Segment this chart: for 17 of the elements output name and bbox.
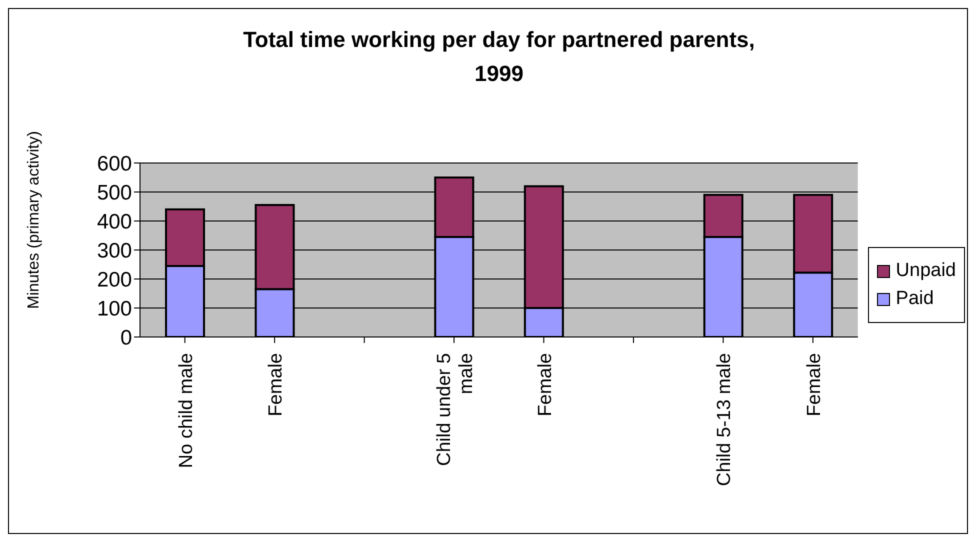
chart-title: Total time working per day for partnered parents, 1999	[242, 26, 756, 88]
x-tick-label: Female	[266, 353, 287, 416]
legend-label: Paid	[896, 288, 934, 310]
y-tick-label: 400	[96, 210, 132, 234]
y-tick-label: 100	[96, 297, 132, 320]
y-tick-label: 500	[96, 181, 132, 204]
x-tick-label: Child under 5 male	[434, 353, 478, 466]
y-tick-label: 600	[96, 152, 132, 176]
legend-label: Unpaid	[896, 260, 956, 282]
x-tick-label: Female	[804, 353, 825, 416]
y-tick-label: 300	[96, 239, 132, 262]
x-tick-label: No child male	[176, 353, 197, 468]
x-tick-label: Child 5-13 male	[714, 353, 736, 486]
y-tick-label: 0	[120, 326, 132, 350]
x-tick-label: Female	[534, 353, 556, 416]
y-axis-title: Minutes (primary activity)	[26, 131, 43, 309]
y-tick-label: 200	[96, 268, 132, 292]
